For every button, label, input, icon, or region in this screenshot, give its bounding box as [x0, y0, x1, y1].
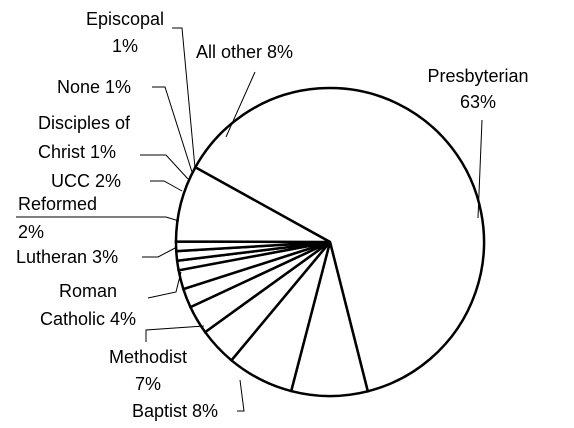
slice-label-line: Methodist: [109, 347, 187, 367]
slice-label-baptist: Baptist 8%: [132, 401, 218, 421]
slice-label-methodist: Methodist 7%: [109, 347, 187, 394]
slice-label-disciples-of-christ: Disciples of Christ 1%: [38, 113, 131, 162]
slice-label-line: Roman: [59, 281, 117, 301]
slice-label-presbyterian: Presbyterian 63%: [427, 66, 528, 112]
leader-line-methodist: [145, 325, 205, 342]
slice-label-ucc: UCC 2%: [51, 171, 121, 191]
slice-label-line: Catholic 4%: [40, 309, 136, 329]
slice-label-reformed: Reformed 2%: [18, 194, 97, 242]
slice-label-line: 63%: [460, 92, 496, 112]
leader-line-all-other: [225, 71, 256, 138]
slice-label-line: Lutheran 3%: [16, 247, 118, 267]
leader-lines: [16, 27, 483, 412]
leader-line-baptist: [237, 379, 245, 412]
slice-label-all-other: All other 8%: [196, 42, 293, 62]
slice-label-line: None 1%: [57, 77, 131, 97]
slice-labels: Presbyterian 63% Baptist 8% Methodist 7% Roma…: [16, 9, 529, 421]
leader-line-presbyterian: [477, 119, 483, 219]
leader-line-episcopal: [172, 27, 196, 169]
slice-label-line: 2%: [18, 222, 44, 242]
slice-label-line: Baptist 8%: [132, 401, 218, 421]
pie-slices: [174, 86, 486, 398]
slice-label-episcopal: Episcopal 1%: [86, 9, 164, 56]
slice-label-roman-catholic: Roman Catholic 4%: [40, 281, 136, 329]
leader-line-none: [152, 86, 193, 173]
slice-label-line: Presbyterian: [427, 66, 528, 86]
slice-label-none: None 1%: [57, 77, 131, 97]
slice-label-lutheran: Lutheran 3%: [16, 247, 118, 267]
pie-slice-presbyterian: [193, 86, 486, 393]
slice-label-line: Disciples of: [38, 113, 131, 133]
slice-label-line: Christ 1%: [38, 142, 116, 162]
leader-line-lutheran: [142, 246, 178, 258]
slice-label-line: 7%: [135, 374, 161, 394]
slice-label-line: 1%: [112, 36, 138, 56]
leader-line-roman-catholic: [147, 271, 182, 299]
slice-label-line: UCC 2%: [51, 171, 121, 191]
leader-line-reformed: [16, 216, 180, 222]
slice-label-line: Reformed: [18, 194, 97, 214]
slice-label-line: All other 8%: [196, 42, 293, 62]
leader-line-ucc: [150, 180, 183, 192]
leader-line-disciples-of-christ: [140, 154, 189, 180]
slice-label-line: Episcopal: [86, 9, 164, 29]
